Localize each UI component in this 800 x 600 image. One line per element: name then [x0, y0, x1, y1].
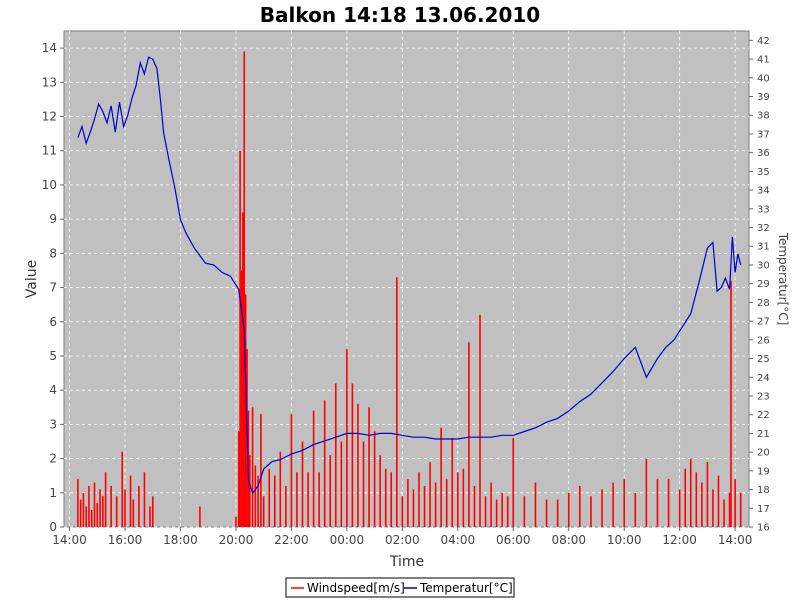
y2-tick-label: 22 — [757, 410, 770, 421]
y2-tick-label: 19 — [757, 466, 770, 477]
y2-tick-label: 23 — [757, 391, 770, 402]
y2-tick-label: 40 — [757, 73, 770, 84]
x-tick-label: 22:00 — [274, 533, 309, 547]
x-tick-label: 18:00 — [163, 533, 198, 547]
y2-axis-ticks: 16 17 18 19 20 21 22 23 24 25 26 27 28 29 30 31 32 33 34 35… — [749, 36, 770, 534]
y2-axis-label: Temperatur[°C] — [776, 232, 790, 326]
y-tick-label: 6 — [49, 315, 57, 329]
y2-tick-label: 30 — [757, 260, 770, 271]
y2-tick-label: 18 — [757, 485, 770, 496]
plot-area — [63, 30, 750, 528]
y2-tick-label: 26 — [757, 335, 770, 346]
y2-tick-label: 16 — [757, 523, 770, 534]
legend: Windspeed[m/s] Temperatur[°C] — [285, 577, 515, 598]
x-tick-label: 14:00 — [52, 533, 87, 547]
y-tick-label: 4 — [49, 383, 57, 397]
y2-tick-label: 28 — [757, 298, 770, 309]
y2-tick-label: 17 — [757, 504, 770, 515]
y-tick-label: 14 — [42, 41, 57, 55]
x-tick-label: 08:00 — [551, 533, 586, 547]
y2-tick-label: 36 — [757, 148, 770, 159]
y-tick-label: 11 — [42, 144, 57, 158]
y2-tick-label: 29 — [757, 279, 770, 290]
y-axis-label: Value — [24, 260, 40, 298]
y-tick-label: 8 — [49, 246, 57, 260]
y2-tick-label: 41 — [757, 55, 770, 66]
y2-tick-label: 21 — [757, 429, 770, 440]
x-tick-label: 16:00 — [108, 533, 143, 547]
y2-tick-label: 35 — [757, 167, 770, 178]
x-tick-label: 20:00 — [219, 533, 254, 547]
y2-tick-label: 33 — [757, 204, 770, 215]
y-tick-label: 5 — [49, 349, 57, 363]
y-tick-label: 13 — [42, 75, 57, 89]
y-tick-label: 7 — [49, 281, 57, 295]
x-axis-ticks: 14:00 16:00 18:00 20:00 22:00 00:00 02:00 04:00… — [52, 527, 752, 547]
y-tick-label: 0 — [49, 520, 57, 534]
y2-tick-label: 37 — [757, 129, 770, 140]
temperature-series-line — [77, 56, 742, 495]
y2-tick-label: 31 — [757, 242, 770, 253]
x-tick-label: 14:00 — [718, 533, 753, 547]
legend-label-temperature: Temperatur[°C] — [419, 581, 513, 595]
x-tick-label: 12:00 — [662, 533, 697, 547]
x-tick-label: 04:00 — [441, 533, 476, 547]
y2-tick-label: 24 — [757, 373, 770, 384]
y2-tick-label: 34 — [757, 186, 770, 197]
y2-tick-label: 42 — [757, 36, 770, 47]
windspeed-series — [77, 51, 742, 527]
x-tick-label: 00:00 — [330, 533, 365, 547]
y2-tick-label: 25 — [757, 354, 770, 365]
y-tick-label: 1 — [49, 486, 57, 500]
x-axis-label: Time — [389, 554, 424, 570]
x-tick-label: 10:00 — [607, 533, 642, 547]
y2-tick-label: 27 — [757, 317, 770, 328]
legend-box — [285, 577, 515, 598]
y2-tick-label: 32 — [757, 223, 770, 234]
chart-title: Balkon 14:18 13.06.2010 — [260, 3, 540, 27]
x-tick-label: 02:00 — [385, 533, 420, 547]
y-tick-label: 3 — [49, 417, 57, 431]
legend-label-windspeed: Windspeed[m/s] — [307, 581, 405, 595]
x-tick-label: 06:00 — [496, 533, 531, 547]
y2-tick-label: 39 — [757, 92, 770, 103]
y-tick-label: 10 — [42, 178, 57, 192]
y-tick-label: 2 — [49, 452, 57, 466]
y2-tick-label: 20 — [757, 448, 770, 459]
y-tick-label: 9 — [49, 212, 57, 226]
y-tick-label: 12 — [42, 110, 57, 124]
y2-tick-label: 38 — [757, 111, 770, 122]
